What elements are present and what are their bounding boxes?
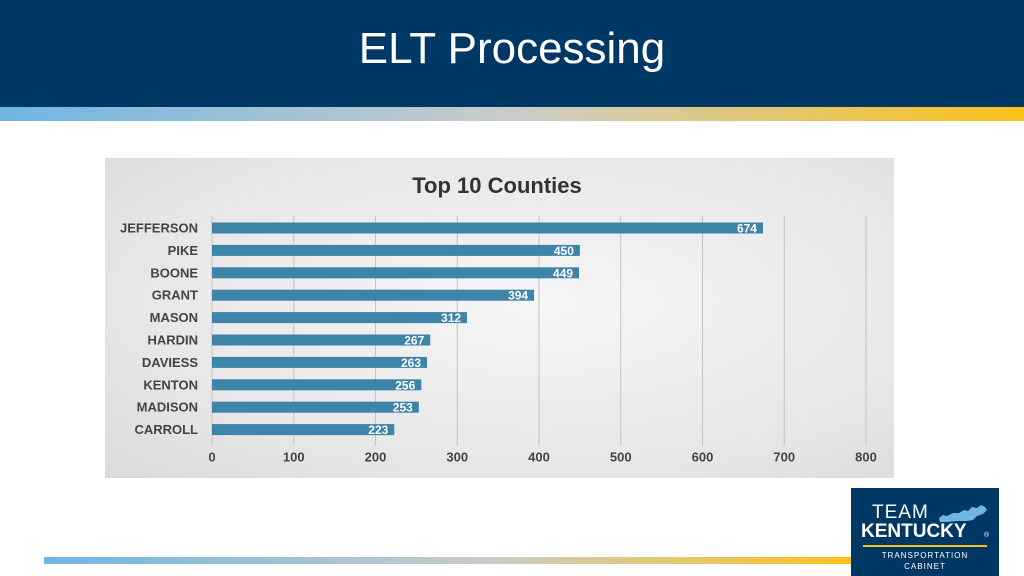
chart-title: Top 10 Counties [412, 173, 582, 198]
bar [212, 312, 468, 324]
bar [212, 334, 431, 346]
category-label: CARROLL [134, 422, 198, 437]
category-label: KENTON [143, 377, 198, 392]
bar-value-label: 674 [737, 222, 757, 236]
x-tick-label: 0 [208, 450, 215, 465]
category-label: JEFFERSON [120, 221, 198, 236]
bar [212, 267, 580, 279]
category-label: DAVIESS [142, 355, 198, 370]
bar [212, 424, 395, 436]
logo-divider [863, 545, 987, 547]
bar [212, 244, 580, 256]
slide-header: ELT Processing [0, 0, 1024, 107]
x-tick-label: 800 [855, 450, 877, 465]
bar-value-label: 394 [508, 289, 528, 303]
bar [212, 356, 428, 368]
logo-team-text: TEAM [872, 502, 929, 523]
logo-registered-mark: ® [984, 532, 990, 539]
kentucky-map-icon [939, 505, 987, 522]
bar-value-label: 449 [553, 266, 573, 280]
bar [212, 401, 419, 413]
bar [212, 379, 422, 391]
team-kentucky-logo: TEAM KENTUCKY ® TRANSPORTATION CABINET [851, 488, 999, 576]
x-tick-label: 100 [283, 450, 305, 465]
logo-transportation-text: TRANSPORTATION [881, 551, 969, 560]
x-tick-label: 700 [773, 450, 795, 465]
category-label: GRANT [152, 288, 198, 303]
x-tick-label: 500 [610, 450, 632, 465]
bar-value-label: 450 [554, 244, 574, 258]
logo-kentucky-text: KENTUCKY [861, 521, 967, 542]
x-tick-label: 300 [446, 450, 468, 465]
x-tick-label: 400 [528, 450, 550, 465]
bar [212, 222, 763, 234]
category-label: BOONE [150, 265, 198, 280]
bar-value-label: 267 [404, 334, 424, 348]
logo-cabinet-text: CABINET [904, 562, 946, 571]
bar [212, 289, 535, 301]
category-label: PIKE [168, 243, 199, 258]
x-tick-label: 600 [692, 450, 714, 465]
x-tick-label: 200 [365, 450, 387, 465]
bar-value-label: 223 [368, 423, 388, 437]
bar-value-label: 263 [401, 356, 421, 370]
category-label: MASON [150, 310, 198, 325]
bar-value-label: 256 [395, 378, 415, 392]
footer-gradient-band [44, 557, 852, 564]
bar-value-label: 312 [441, 311, 461, 325]
header-gradient-band [0, 107, 1024, 121]
bar-value-label: 253 [393, 401, 413, 415]
category-label: HARDIN [147, 333, 198, 348]
category-label: MADISON [137, 400, 198, 415]
slide-title: ELT Processing [358, 24, 666, 73]
bar-chart: Top 10 Counties 674 450 449 394 312 267 263 256… [120, 173, 877, 465]
chart-panel: Top 10 Counties 674 450 449 394 312 267 263 256… [105, 158, 894, 478]
